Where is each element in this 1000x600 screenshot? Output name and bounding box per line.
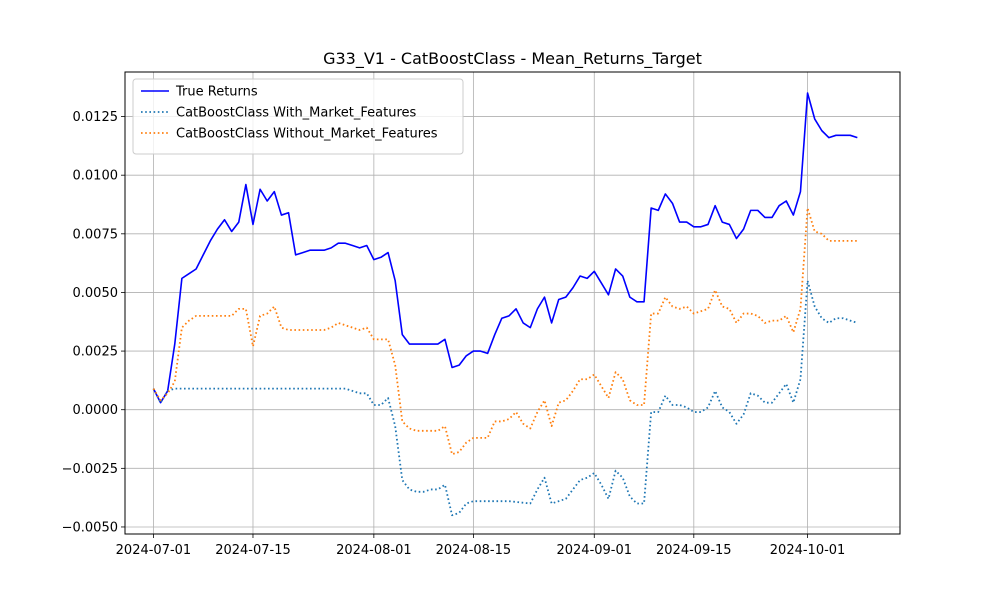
chart-title: G33_V1 - CatBoostClass - Mean_Returns_Ta… — [323, 49, 702, 69]
legend-label: CatBoostClass With_Market_Features — [176, 106, 416, 121]
x-tick-label: 2024-07-01 — [116, 543, 192, 558]
x-tick-label: 2024-07-15 — [215, 543, 291, 558]
series-line-1 — [152, 279, 858, 517]
y-tick-label: 0.0125 — [73, 110, 119, 125]
legend: True Returns CatBoostClass With_Market_Fe… — [132, 78, 464, 155]
y-tick-label: 0.0050 — [73, 286, 119, 301]
legend-label: CatBoostClass Without_Market_Features — [176, 127, 438, 142]
series-line-2 — [152, 207, 858, 456]
plot-area-frame — [124, 71, 901, 535]
x-tick-label: 2024-08-01 — [336, 543, 412, 558]
y-tick-label: −0.0025 — [62, 462, 118, 477]
axis-ticks: 2024-07-01 2024-07-15 2024-08-01 2024-08-15… — [62, 110, 846, 558]
x-tick-label: 2024-10-01 — [770, 543, 846, 558]
legend-box — [132, 78, 464, 155]
x-tick-label: 2024-09-15 — [656, 543, 732, 558]
series-line-0 — [152, 92, 858, 404]
y-tick-label: 0.0100 — [73, 169, 119, 184]
y-tick-label: 0.0075 — [73, 227, 119, 242]
legend-label: True Returns — [175, 85, 258, 100]
y-tick-label: −0.0050 — [62, 520, 118, 535]
series-layer — [152, 92, 858, 517]
x-tick-label: 2024-09-01 — [556, 543, 632, 558]
y-tick-label: 0.0025 — [73, 345, 119, 360]
y-tick-label: 0.0000 — [73, 403, 119, 418]
x-tick-label: 2024-08-15 — [436, 543, 512, 558]
